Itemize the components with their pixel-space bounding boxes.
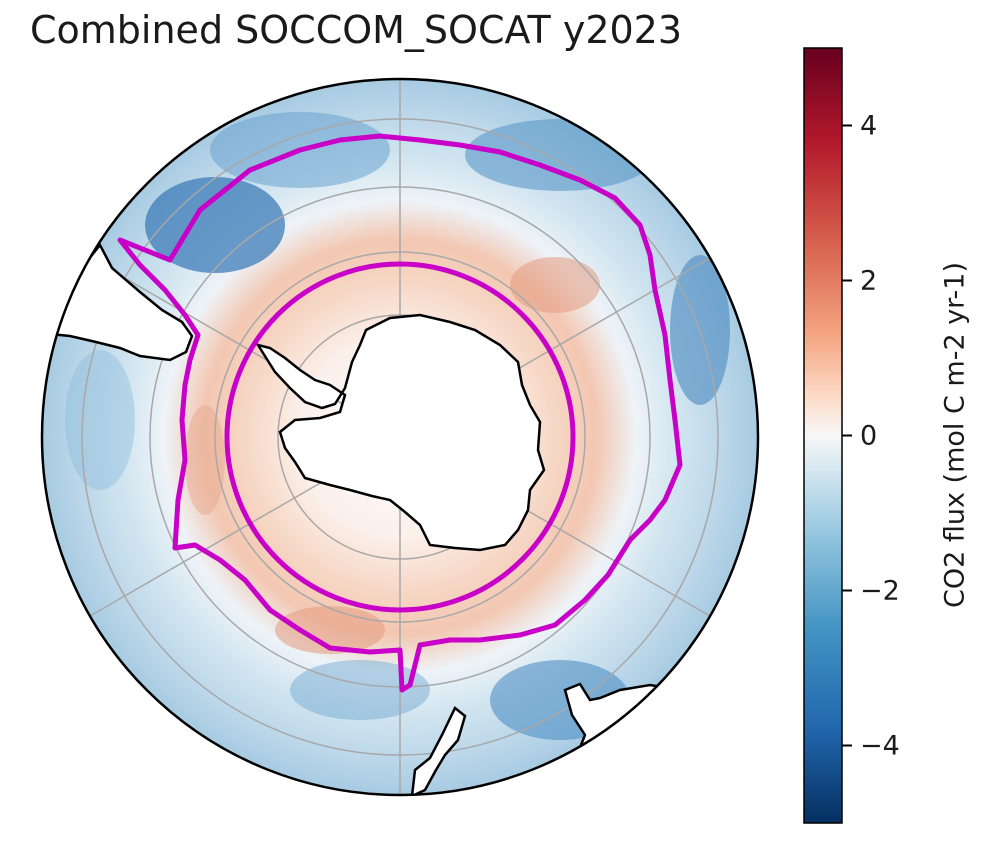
new-zealand-landmass	[410, 706, 467, 795]
colorbar-gradient	[803, 47, 843, 824]
colorbar-label: CO2 flux (mol C m-2 yr-1)	[939, 261, 971, 609]
colorbar-tick-label: −4	[860, 731, 900, 762]
uptake-patch	[145, 177, 285, 273]
colorbar-tick-label: −2	[860, 576, 900, 607]
colorbar-tick-label: 2	[860, 266, 877, 297]
inner-front-contour	[224, 261, 576, 613]
colorbar-tick-label: 4	[860, 111, 877, 142]
chart-title: Combined SOCCOM_SOCAT y2023	[30, 8, 683, 52]
colorbar-ticks: 4 2 0 −2 −4	[842, 111, 900, 762]
map-boundary	[40, 77, 760, 797]
outer-front-contour	[117, 133, 683, 693]
outgassing-patch	[275, 606, 385, 654]
outgassing-patch	[510, 257, 600, 313]
colorbar-tick-label: 0	[860, 421, 877, 452]
antarctica-landmass	[255, 313, 546, 552]
